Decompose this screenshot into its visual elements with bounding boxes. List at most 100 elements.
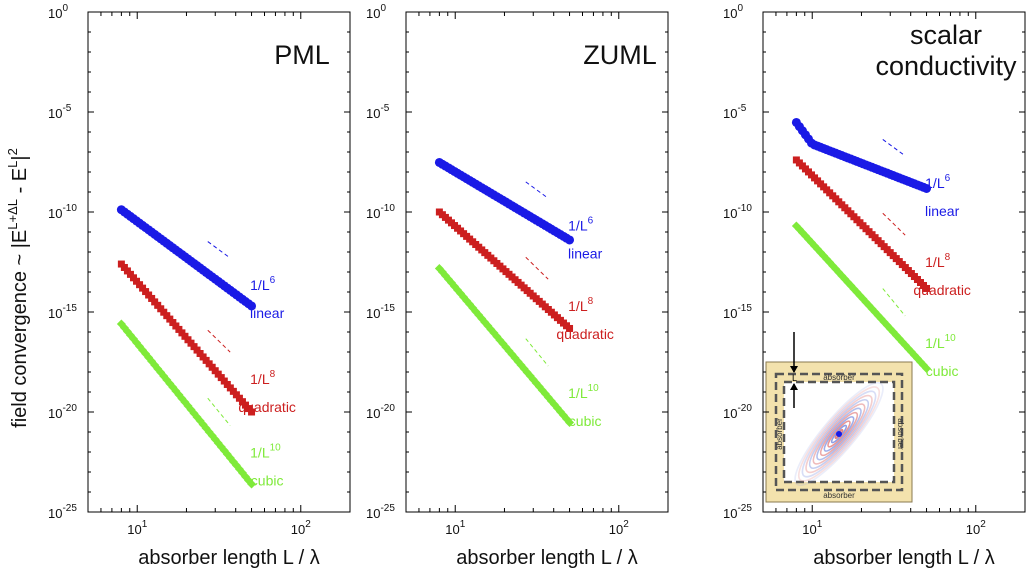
wave-ring xyxy=(823,416,855,452)
x-axis-label: absorber length L / λ xyxy=(813,547,995,569)
series-linear xyxy=(116,205,257,311)
inset-label-top: absorber xyxy=(823,373,855,382)
wave-ring xyxy=(816,407,862,461)
series-linear xyxy=(791,117,932,193)
y-tick-label: 10-25 xyxy=(48,503,77,521)
y-tick-label: 10-25 xyxy=(723,503,752,521)
y-tick-label: 10-15 xyxy=(48,303,77,321)
slope-label: 1/L6 xyxy=(925,173,950,191)
panel-title: scalar conductivity xyxy=(875,20,1017,81)
inset-arrow-label: L xyxy=(792,373,797,383)
plot-frame xyxy=(87,11,351,513)
inset-arrow-head xyxy=(790,366,798,373)
inset-outer-border xyxy=(774,372,904,492)
panel-title: PML xyxy=(274,40,330,70)
slope-label: 1/L8 xyxy=(250,369,275,387)
series-label-quadratic: quadratic xyxy=(913,282,971,298)
y-tick-label: 100 xyxy=(48,3,68,21)
inset-arrow-head xyxy=(790,383,798,390)
y-tick-label: 10-20 xyxy=(48,403,77,421)
data-point xyxy=(885,324,895,334)
y-tick-label: 10-20 xyxy=(366,403,395,421)
y-tick-label: 10-5 xyxy=(48,103,72,121)
y-tick-label: 100 xyxy=(366,3,386,21)
y-tick-label: 10-10 xyxy=(723,203,752,221)
wave-ring xyxy=(812,403,866,465)
series-quadratic xyxy=(792,156,931,292)
reference-slope-line xyxy=(207,241,231,259)
slope-label: 1/L10 xyxy=(568,383,599,401)
series-quadratic xyxy=(117,260,256,416)
wave-ring xyxy=(805,394,873,474)
source-point xyxy=(836,431,842,437)
slope-label: 1/L10 xyxy=(250,443,281,461)
data-point xyxy=(565,235,575,245)
data-point xyxy=(566,324,574,332)
series-label-linear: linear xyxy=(925,203,960,219)
slope-label: 1/L6 xyxy=(568,215,593,233)
wave-ring xyxy=(797,386,881,482)
y-tick-label: 10-10 xyxy=(48,203,77,221)
data-point xyxy=(565,417,575,427)
data-point xyxy=(247,301,257,311)
inset-diagram: absorber absorber absorber absorber L xyxy=(765,332,913,503)
reference-slope-line xyxy=(882,288,906,317)
wave-ring xyxy=(827,420,851,448)
reference-slope-line xyxy=(882,139,906,157)
reference-slope-line xyxy=(525,181,549,199)
x-tick-label: 101 xyxy=(127,519,147,537)
y-tick-label: 10-5 xyxy=(723,103,747,121)
series-label-cubic: cubic xyxy=(926,363,959,379)
wave-ring xyxy=(794,381,884,487)
reference-slope-line xyxy=(882,212,906,236)
series-cubic xyxy=(434,263,575,427)
data-point xyxy=(922,363,932,373)
reference-slope-line xyxy=(525,256,549,280)
x-tick-label: 101 xyxy=(802,519,822,537)
series-label-quadratic: quadratic xyxy=(556,326,614,342)
reference-slope-line xyxy=(207,329,231,353)
data-point xyxy=(922,183,932,193)
series-label-quadratic: quadratic xyxy=(238,399,296,415)
data-point xyxy=(816,247,826,257)
panel-title: ZUML xyxy=(583,40,657,70)
y-tick-label: 10-10 xyxy=(366,203,395,221)
panel-1: 100 10-5 10-10 10-15 10-20 10-25 101 102 absorbe… xyxy=(48,3,351,569)
slope-label: 1/L8 xyxy=(568,296,593,314)
y-tick-label: 10-15 xyxy=(723,303,752,321)
series-label-cubic: cubic xyxy=(569,413,602,429)
x-tick-label: 102 xyxy=(609,519,629,537)
series-label-linear: linear xyxy=(568,245,603,261)
wave-ring xyxy=(801,390,877,478)
data-point xyxy=(923,284,931,292)
inset-label-bottom: absorber xyxy=(823,491,855,500)
series-label-cubic: cubic xyxy=(251,473,284,489)
x-tick-label: 102 xyxy=(291,519,311,537)
series-label-linear: linear xyxy=(250,305,285,321)
wave-pattern xyxy=(794,381,884,487)
y-axis-label: field convergence ~ |EL+ΔL - EL|2 xyxy=(5,148,31,428)
wave-ring xyxy=(819,411,859,457)
reference-slope-line xyxy=(207,397,231,426)
slope-label: 1/L6 xyxy=(250,275,275,293)
wave-ring xyxy=(808,399,870,469)
data-point xyxy=(247,479,257,489)
plot-frame xyxy=(405,11,669,513)
x-tick-label: 101 xyxy=(445,519,465,537)
y-tick-label: 10-15 xyxy=(366,303,395,321)
inset-label-left: absorber xyxy=(775,418,784,450)
panel-2: 100 10-5 10-10 10-15 10-20 10-25 101 102 absorbe… xyxy=(366,3,669,569)
y-tick-label: 10-5 xyxy=(366,103,390,121)
data-point xyxy=(248,408,256,416)
y-tick-label: 10-25 xyxy=(366,503,395,521)
inset-label-right: absorber xyxy=(896,418,905,450)
data-point xyxy=(119,323,129,333)
reference-slope-line xyxy=(525,338,549,367)
series-cubic xyxy=(791,221,932,373)
panel-3: absorber absorber absorber absorber L 100 10-5… xyxy=(723,3,1026,569)
series-quadratic xyxy=(435,208,574,332)
y-tick-label: 10-20 xyxy=(723,403,752,421)
x-tick-label: 102 xyxy=(966,519,986,537)
plot-frame xyxy=(762,11,1026,513)
